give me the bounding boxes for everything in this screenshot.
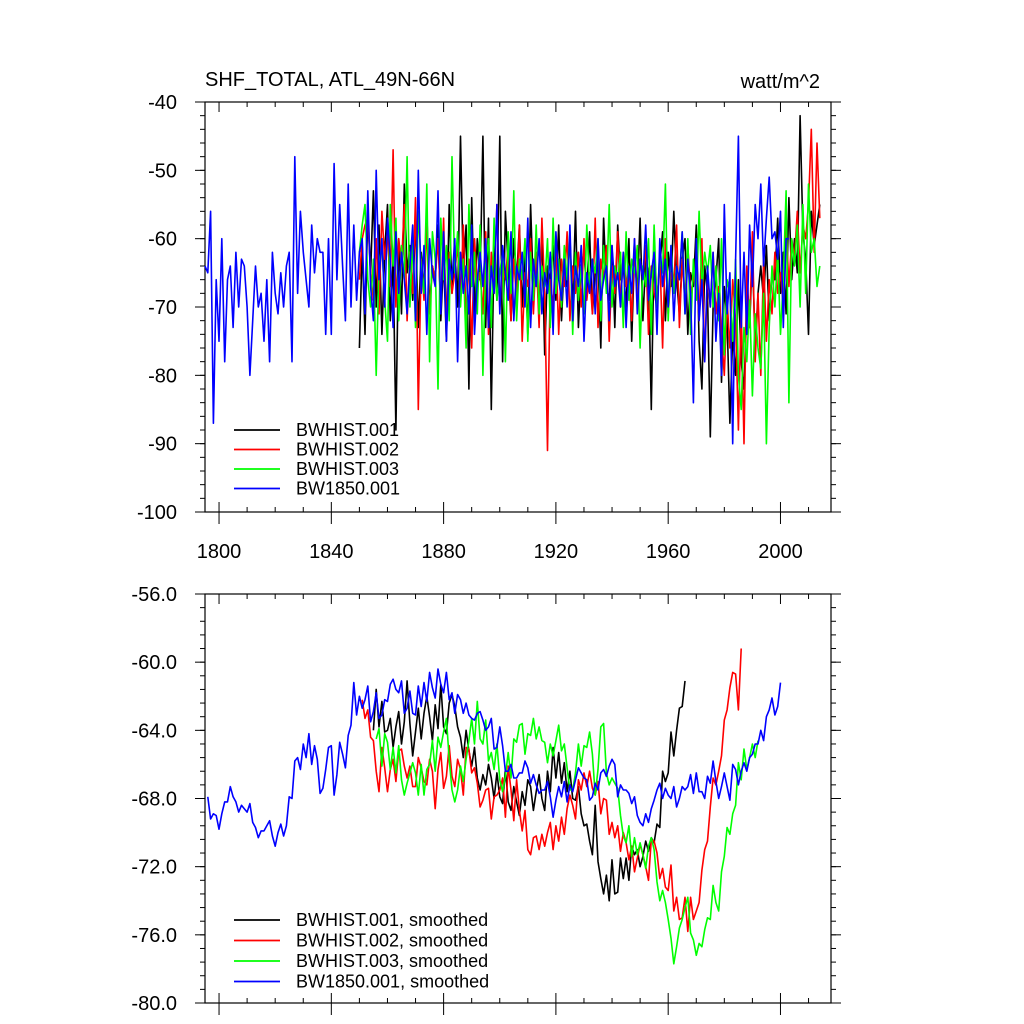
top-panel-lines xyxy=(204,114,821,452)
top-legend-label-4: BW1850.001 xyxy=(296,479,400,499)
top-panel-units: watt/m^2 xyxy=(740,71,820,93)
bottom-panel-axes: -56.0 -60.0 -64.0 -68.0 -72.0 -76.0 -80.0 xyxy=(131,584,841,1015)
bottom-series-line-3 xyxy=(375,700,759,965)
y-tick-label: -76.0 xyxy=(131,925,177,947)
y-tick-label: -56.0 xyxy=(131,584,177,606)
top-legend-label-3: BWHIST.003 xyxy=(296,459,399,479)
top-panel-title: SHF_TOTAL, ATL_49N-66N xyxy=(205,69,455,91)
y-tick-label: -68.0 xyxy=(131,789,177,811)
bottom-legend-label-3: BWHIST.003, smoothed xyxy=(296,951,488,971)
bottom-legend-label-1: BWHIST.001, smoothed xyxy=(296,910,488,930)
y-tick-label: -60 xyxy=(148,229,177,251)
y-tick-label: -70 xyxy=(148,297,177,319)
y-tick-label: -100 xyxy=(137,502,177,524)
top-legend-label-1: BWHIST.001 xyxy=(296,420,399,440)
bottom-legend-label-4: BW1850.001, smoothed xyxy=(296,972,489,992)
x-tick-label: 2000 xyxy=(758,541,803,563)
x-tick-label: 1800 xyxy=(197,541,242,563)
y-tick-label: -90 xyxy=(148,434,177,456)
top-panel-axes: 1800 1840 1880 1920 1960 2000 -40 -50 -60 -70 -80 -… xyxy=(137,92,841,563)
bottom-panel: -56.0 -60.0 -64.0 -68.0 -72.0 -76.0 -80.0 BWHI… xyxy=(131,584,841,1015)
x-tick-label: 1920 xyxy=(534,541,579,563)
x-tick-label: 1960 xyxy=(646,541,691,563)
bottom-series-line-1 xyxy=(372,680,686,902)
y-tick-label: -40 xyxy=(148,92,177,114)
top-series-line-4 xyxy=(204,135,789,445)
top-panel: SHF_TOTAL, ATL_49N-66N watt/m^2 1800 1840… xyxy=(137,69,841,563)
x-tick-label: 1840 xyxy=(309,541,354,563)
bottom-legend-label-2: BWHIST.002, smoothed xyxy=(296,931,488,951)
x-tick-label: 1880 xyxy=(421,541,466,563)
y-tick-label: -72.0 xyxy=(131,857,177,879)
y-tick-label: -64.0 xyxy=(131,720,177,742)
y-tick-label: -50 xyxy=(148,160,177,182)
top-legend-label-2: BWHIST.002 xyxy=(296,440,399,460)
y-tick-label: -60.0 xyxy=(131,652,177,674)
y-tick-label: -80.0 xyxy=(131,993,177,1015)
y-tick-label: -80 xyxy=(148,365,177,387)
bottom-panel-lines xyxy=(207,648,782,965)
bottom-series-line-4 xyxy=(207,668,782,848)
